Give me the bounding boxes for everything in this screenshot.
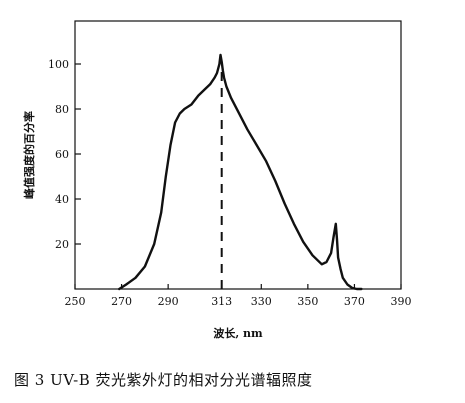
y-tick-label: 40	[55, 193, 69, 206]
x-tick-label: 250	[65, 295, 86, 308]
x-tick-label: 270	[111, 295, 132, 308]
figure-caption: 图 3 UV-B 荧光紫外灯的相对分光谱辐照度	[14, 371, 313, 389]
y-tick-label: 20	[55, 238, 69, 251]
y-tick-label: 60	[55, 148, 69, 161]
x-tick-label: 313	[211, 295, 232, 308]
x-tick-label: 390	[391, 295, 412, 308]
y-axis-label: 峰值强度的百分率	[22, 111, 36, 199]
spectrum-curve	[118, 53, 363, 291]
x-axis-label: 波长, nm	[213, 326, 263, 340]
y-tick-label: 80	[55, 103, 69, 116]
x-tick-label: 350	[297, 295, 318, 308]
y-tick-label: 100	[48, 58, 69, 71]
x-tick-label: 290	[158, 295, 179, 308]
x-tick-label: 330	[251, 295, 272, 308]
x-axis-ticks: 250 270 290 313 330 350 370 390	[65, 284, 412, 308]
plot-frame	[74, 20, 402, 290]
y-axis-ticks: 20 40 60 80 100	[48, 58, 81, 251]
x-tick-label: 370	[344, 295, 365, 308]
